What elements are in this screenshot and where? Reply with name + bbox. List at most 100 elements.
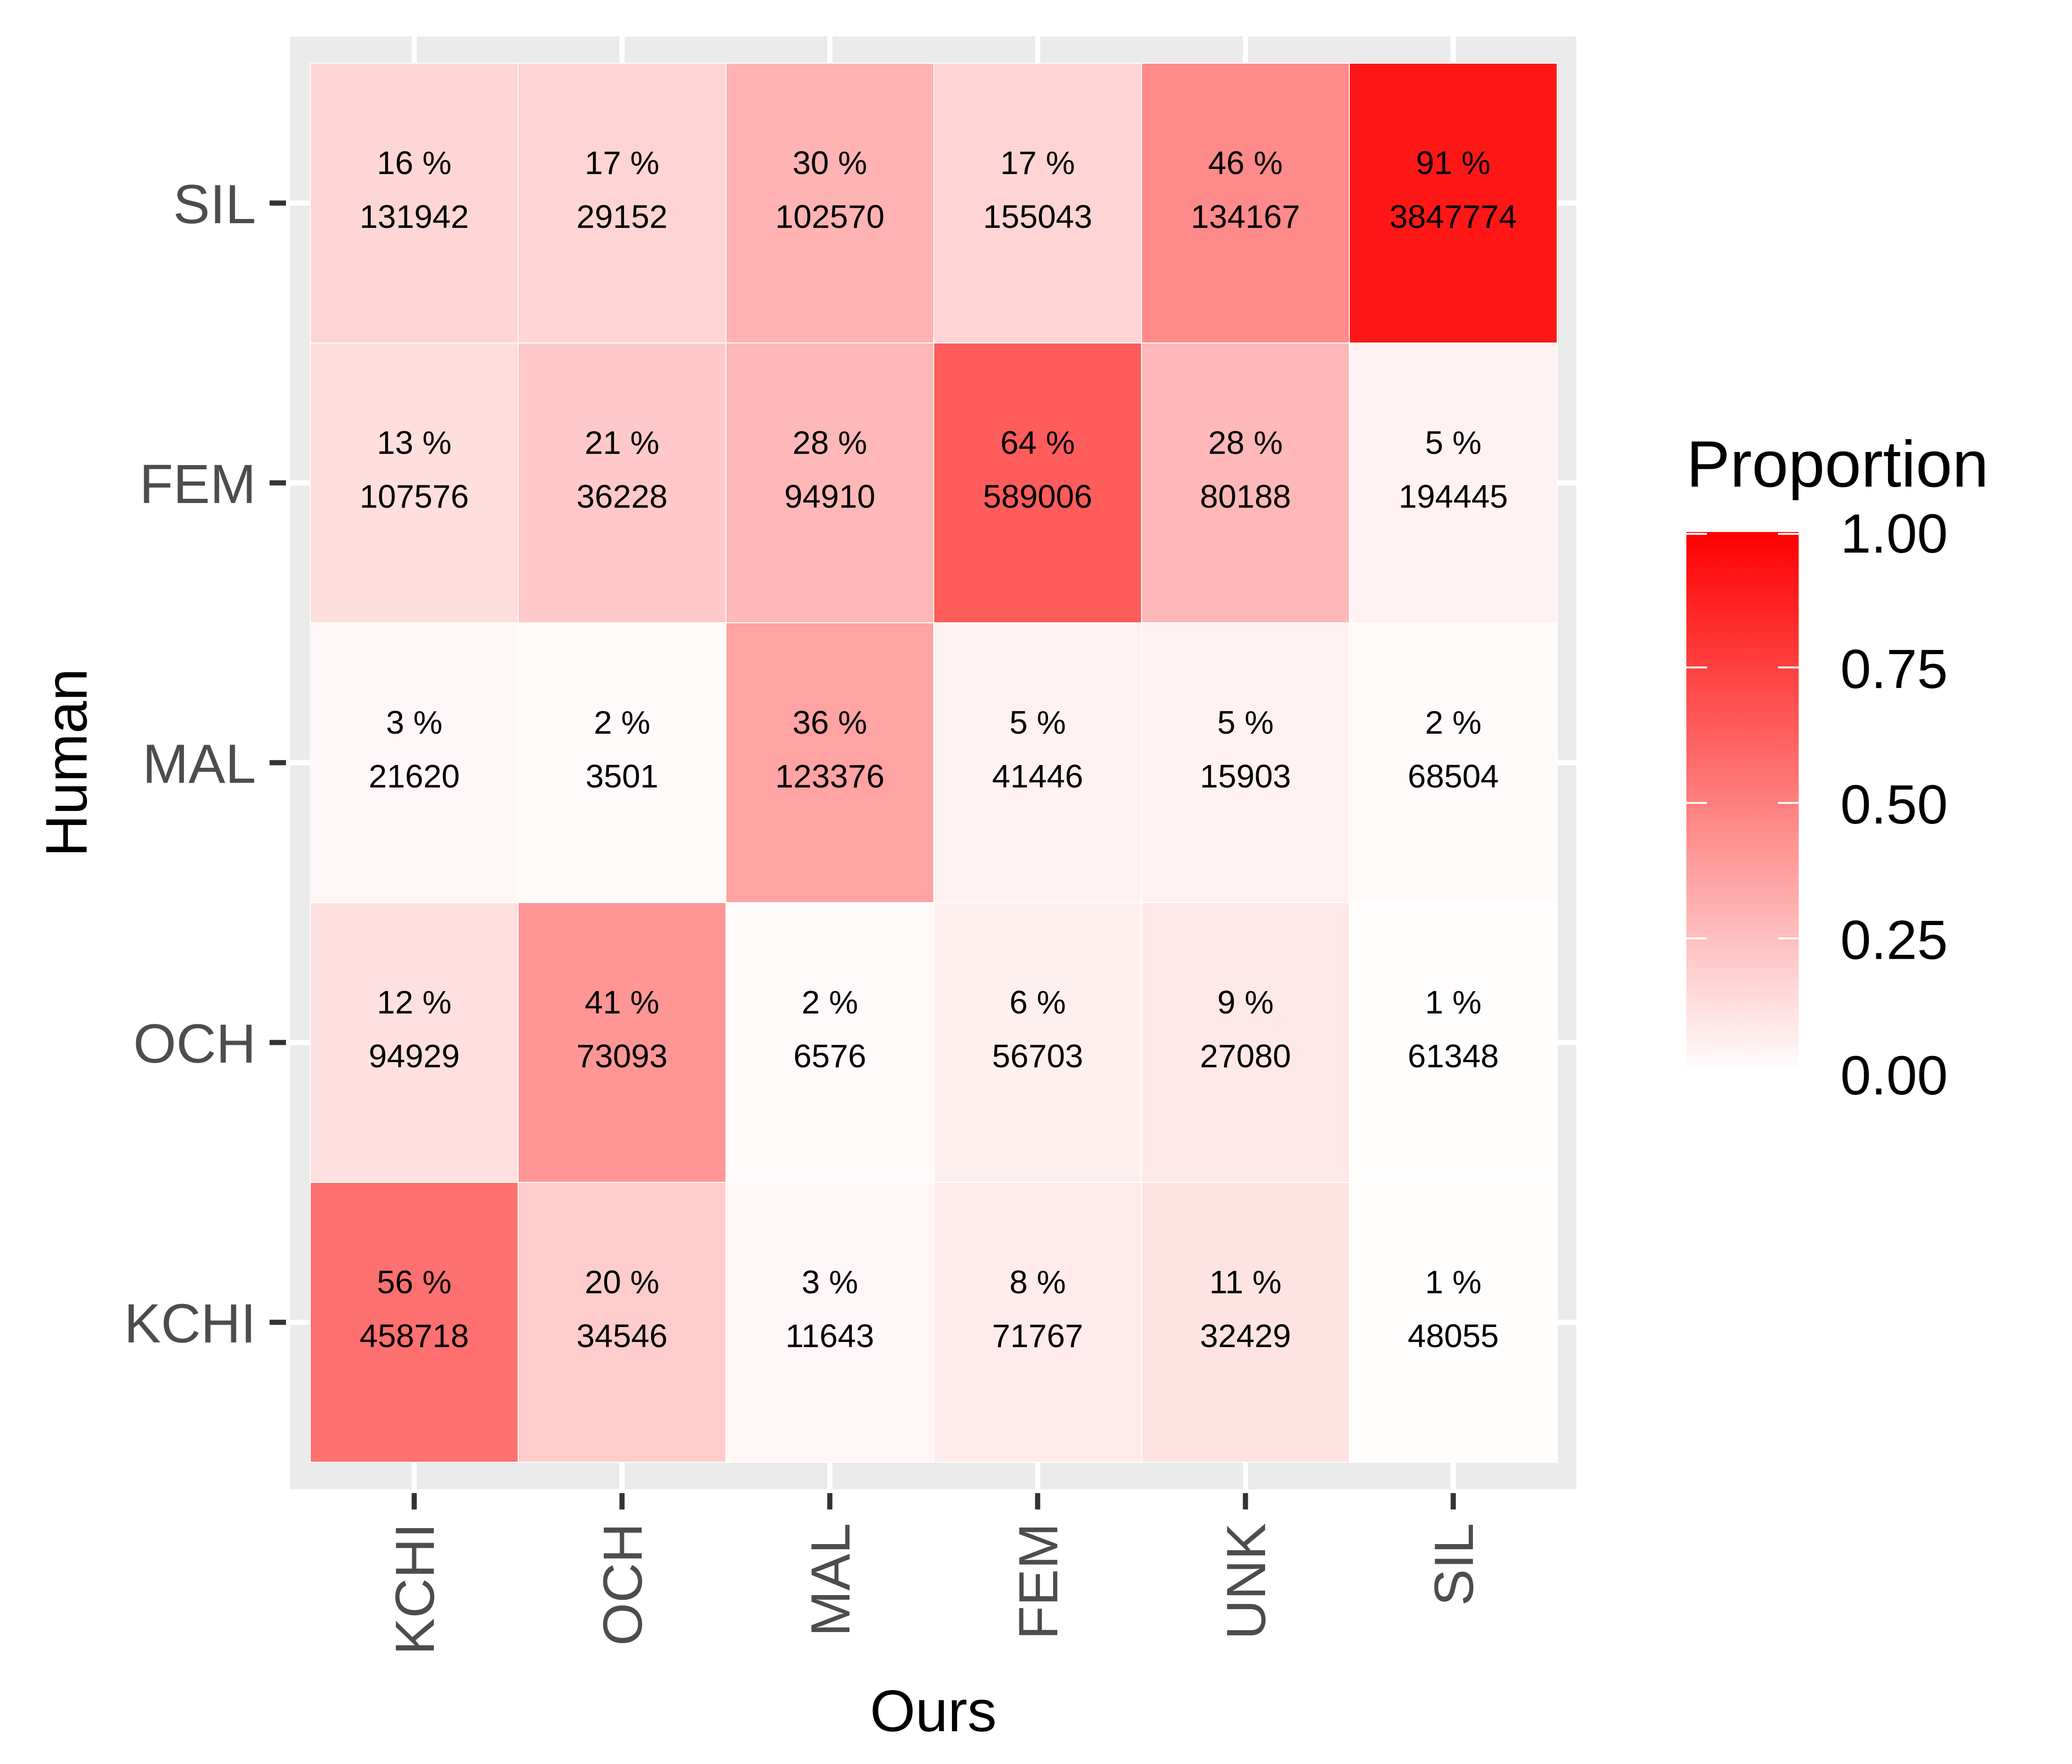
heatmap-cell <box>518 1182 726 1463</box>
cell-percent-label: 28 % <box>1208 424 1283 461</box>
x-tick-label: UNK <box>1215 1523 1277 1640</box>
cell-count-label: 73093 <box>577 1038 668 1074</box>
cell-count-label: 102570 <box>775 198 885 235</box>
heatmap-cell <box>1141 622 1350 903</box>
cell-labels: 16 % 131942 17 % 29152 30 % 102570 17 % 155043 4… <box>359 145 1517 1354</box>
cell-count-label: 94929 <box>369 1038 460 1074</box>
cell-count-label: 68504 <box>1408 758 1499 795</box>
heatmap-cell <box>933 902 1142 1183</box>
cell-percent-label: 91 % <box>1416 145 1491 181</box>
x-tick-label: KCHI <box>384 1523 446 1655</box>
heatmap-cells <box>310 63 1558 1463</box>
heatmap-cell <box>518 902 726 1183</box>
heatmap-cell <box>518 343 726 623</box>
heatmap-cell <box>1141 902 1350 1183</box>
heatmap-cell <box>518 622 726 903</box>
cell-count-label: 32429 <box>1200 1318 1291 1354</box>
y-tick-label: MAL <box>142 733 256 795</box>
x-axis-title: Ours <box>870 1679 997 1744</box>
x-tick-label: MAL <box>800 1523 862 1637</box>
cell-percent-label: 64 % <box>1000 424 1075 461</box>
y-tick-label: FEM <box>139 453 256 515</box>
cell-count-label: 3501 <box>586 758 659 795</box>
x-tick-label: FEM <box>1008 1523 1069 1640</box>
heatmap-cell <box>310 343 519 623</box>
cell-percent-label: 3 % <box>386 704 443 741</box>
heatmap-cell <box>725 343 934 623</box>
heatmap-cell <box>725 1182 934 1463</box>
cell-count-label: 458718 <box>359 1318 469 1354</box>
cell-percent-label: 21 % <box>585 424 659 461</box>
cell-count-label: 3847774 <box>1390 198 1517 235</box>
y-tick-label: OCH <box>133 1013 256 1075</box>
cell-percent-label: 16 % <box>377 145 452 181</box>
cell-percent-label: 5 % <box>1217 704 1274 741</box>
y-axis-title: Human <box>34 669 99 857</box>
cell-percent-label: 12 % <box>377 984 452 1020</box>
cell-count-label: 29152 <box>577 198 668 235</box>
cell-percent-label: 11 % <box>1209 1264 1281 1300</box>
cell-count-label: 134167 <box>1191 198 1300 235</box>
cell-count-label: 11643 <box>785 1318 874 1354</box>
cell-percent-label: 28 % <box>792 424 867 461</box>
heatmap-cell <box>310 63 519 343</box>
y-tick-label: SIL <box>173 174 256 235</box>
cell-count-label: 71767 <box>992 1318 1084 1354</box>
x-tick-label: OCH <box>592 1523 654 1646</box>
cell-percent-label: 20 % <box>585 1264 659 1300</box>
cell-count-label: 15903 <box>1200 758 1291 795</box>
cell-percent-label: 41 % <box>585 984 659 1020</box>
cell-percent-label: 17 % <box>1000 145 1075 181</box>
cell-count-label: 107576 <box>359 478 469 515</box>
cell-percent-label: 6 % <box>1010 984 1066 1020</box>
cell-percent-label: 30 % <box>792 145 867 181</box>
y-tick-label: KCHI <box>124 1293 256 1355</box>
cell-percent-label: 56 % <box>377 1264 452 1300</box>
legend-tick-label: 0.00 <box>1840 1045 1948 1107</box>
cell-count-label: 48055 <box>1408 1318 1499 1354</box>
legend-tick-label: 0.75 <box>1840 639 1948 700</box>
heatmap-cell <box>725 622 934 903</box>
legend: Proportion 0.00 0.25 0.50 0.75 1.00 <box>1686 427 1989 1107</box>
cell-count-label: 41446 <box>992 758 1084 795</box>
x-tick-label: SIL <box>1423 1523 1485 1606</box>
heatmap-cell <box>725 63 934 343</box>
heatmap-cell <box>310 902 519 1183</box>
cell-percent-label: 1 % <box>1425 1264 1482 1300</box>
cell-count-label: 589006 <box>983 478 1092 515</box>
x-axis: KCHI OCH MAL FEM UNK SIL <box>384 1493 1485 1655</box>
cell-percent-label: 13 % <box>377 424 452 461</box>
cell-count-label: 27080 <box>1200 1038 1291 1074</box>
cell-count-label: 34546 <box>577 1318 668 1354</box>
heatmap-cell <box>933 622 1142 903</box>
cell-percent-label: 17 % <box>585 145 659 181</box>
cell-percent-label: 9 % <box>1217 984 1274 1020</box>
heatmap-cell <box>1349 902 1558 1183</box>
heatmap-cell <box>1349 343 1558 623</box>
legend-ticks: 0.00 0.25 0.50 0.75 1.00 <box>1686 503 1948 1107</box>
y-axis: SIL FEM MAL OCH KCHI <box>124 174 286 1355</box>
cell-count-label: 61348 <box>1408 1038 1499 1074</box>
cell-percent-label: 5 % <box>1425 424 1482 461</box>
heatmap-cell <box>518 63 726 343</box>
legend-tick-label: 0.50 <box>1840 774 1948 836</box>
heatmap-cell <box>310 622 519 903</box>
cell-percent-label: 1 % <box>1425 984 1482 1020</box>
cell-percent-label: 3 % <box>802 1264 858 1300</box>
legend-tick-label: 1.00 <box>1840 503 1948 565</box>
cell-percent-label: 2 % <box>1425 704 1482 741</box>
heatmap-cell <box>310 1182 519 1463</box>
cell-percent-label: 5 % <box>1010 704 1066 741</box>
heatmap-cell <box>1141 1182 1350 1463</box>
cell-count-label: 36228 <box>577 478 668 515</box>
cell-count-label: 194445 <box>1398 478 1508 515</box>
legend-title: Proportion <box>1686 427 1989 501</box>
heatmap-cell <box>1349 1182 1558 1463</box>
heatmap-cell <box>1141 343 1350 623</box>
legend-tick-label: 0.25 <box>1840 910 1948 971</box>
cell-count-label: 131942 <box>359 198 469 235</box>
cell-percent-label: 46 % <box>1208 145 1283 181</box>
heatmap-cell <box>933 63 1142 343</box>
heatmap-cell <box>1349 63 1558 343</box>
